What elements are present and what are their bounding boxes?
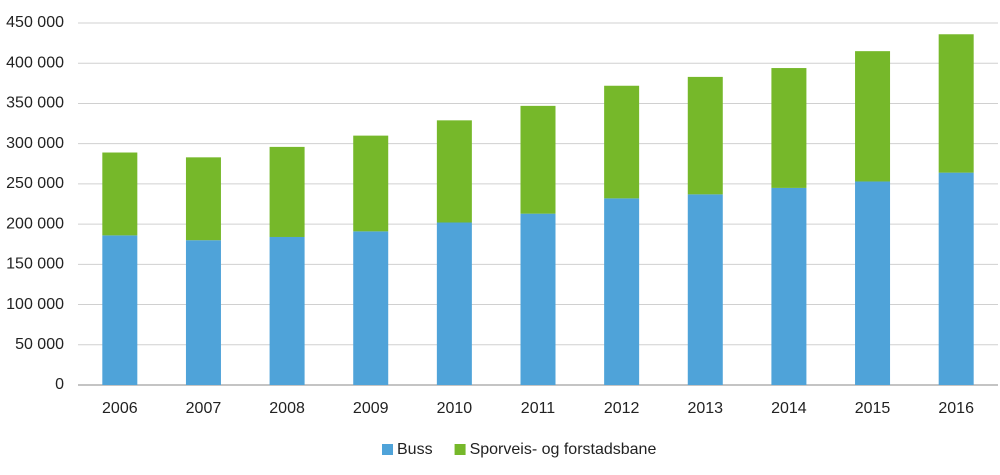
bar-segment xyxy=(520,105,556,214)
legend-swatch xyxy=(382,444,393,455)
bar-segment xyxy=(604,198,640,385)
bar-segment xyxy=(436,120,472,223)
x-tick-label: 2016 xyxy=(938,400,974,417)
y-tick-label: 50 000 xyxy=(15,336,64,353)
bar-segment xyxy=(353,231,389,385)
x-tick-label: 2014 xyxy=(771,400,807,417)
y-tick-label: 200 000 xyxy=(6,215,64,232)
bar-segment xyxy=(185,240,221,385)
x-tick-label: 2013 xyxy=(687,400,723,417)
y-tick-label: 150 000 xyxy=(6,256,64,273)
x-tick-label: 2011 xyxy=(521,400,556,417)
bar-segment xyxy=(771,187,807,385)
bar-segment xyxy=(855,181,891,385)
bar-segment xyxy=(938,34,974,173)
x-tick-label: 2008 xyxy=(269,400,305,417)
bar-segment xyxy=(102,152,138,236)
bar-segment xyxy=(269,236,305,385)
bar-segment xyxy=(938,172,974,385)
bar-segment xyxy=(269,146,305,237)
y-tick-label: 0 xyxy=(55,376,64,393)
y-tick-label: 300 000 xyxy=(6,135,64,152)
y-tick-label: 400 000 xyxy=(6,54,64,71)
legend-swatch xyxy=(454,444,466,455)
bar-segment xyxy=(102,235,138,385)
y-tick-label: 100 000 xyxy=(6,296,64,313)
bar-segment xyxy=(436,222,472,385)
y-tick-label: 450 000 xyxy=(6,14,64,31)
x-tick-label: 2006 xyxy=(102,400,138,417)
bar-segment xyxy=(185,157,221,241)
y-tick-label: 250 000 xyxy=(6,175,64,192)
x-tick-label: 2007 xyxy=(186,400,222,417)
bar-segment xyxy=(604,85,640,199)
bar-segment xyxy=(771,68,807,188)
bar-segment xyxy=(687,194,723,385)
x-tick-label: 2015 xyxy=(855,400,891,417)
y-tick-label: 350 000 xyxy=(6,95,64,112)
bar-segment xyxy=(855,51,891,182)
x-tick-label: 2010 xyxy=(437,400,473,417)
legend-label: Buss xyxy=(397,441,433,458)
bar-segment xyxy=(353,135,389,232)
x-tick-label: 2009 xyxy=(353,400,389,417)
legend-label: Sporveis- og forstadsbane xyxy=(470,441,657,458)
bar-segment xyxy=(687,76,723,195)
bar-segment xyxy=(520,213,556,385)
x-tick-label: 2012 xyxy=(604,400,640,417)
